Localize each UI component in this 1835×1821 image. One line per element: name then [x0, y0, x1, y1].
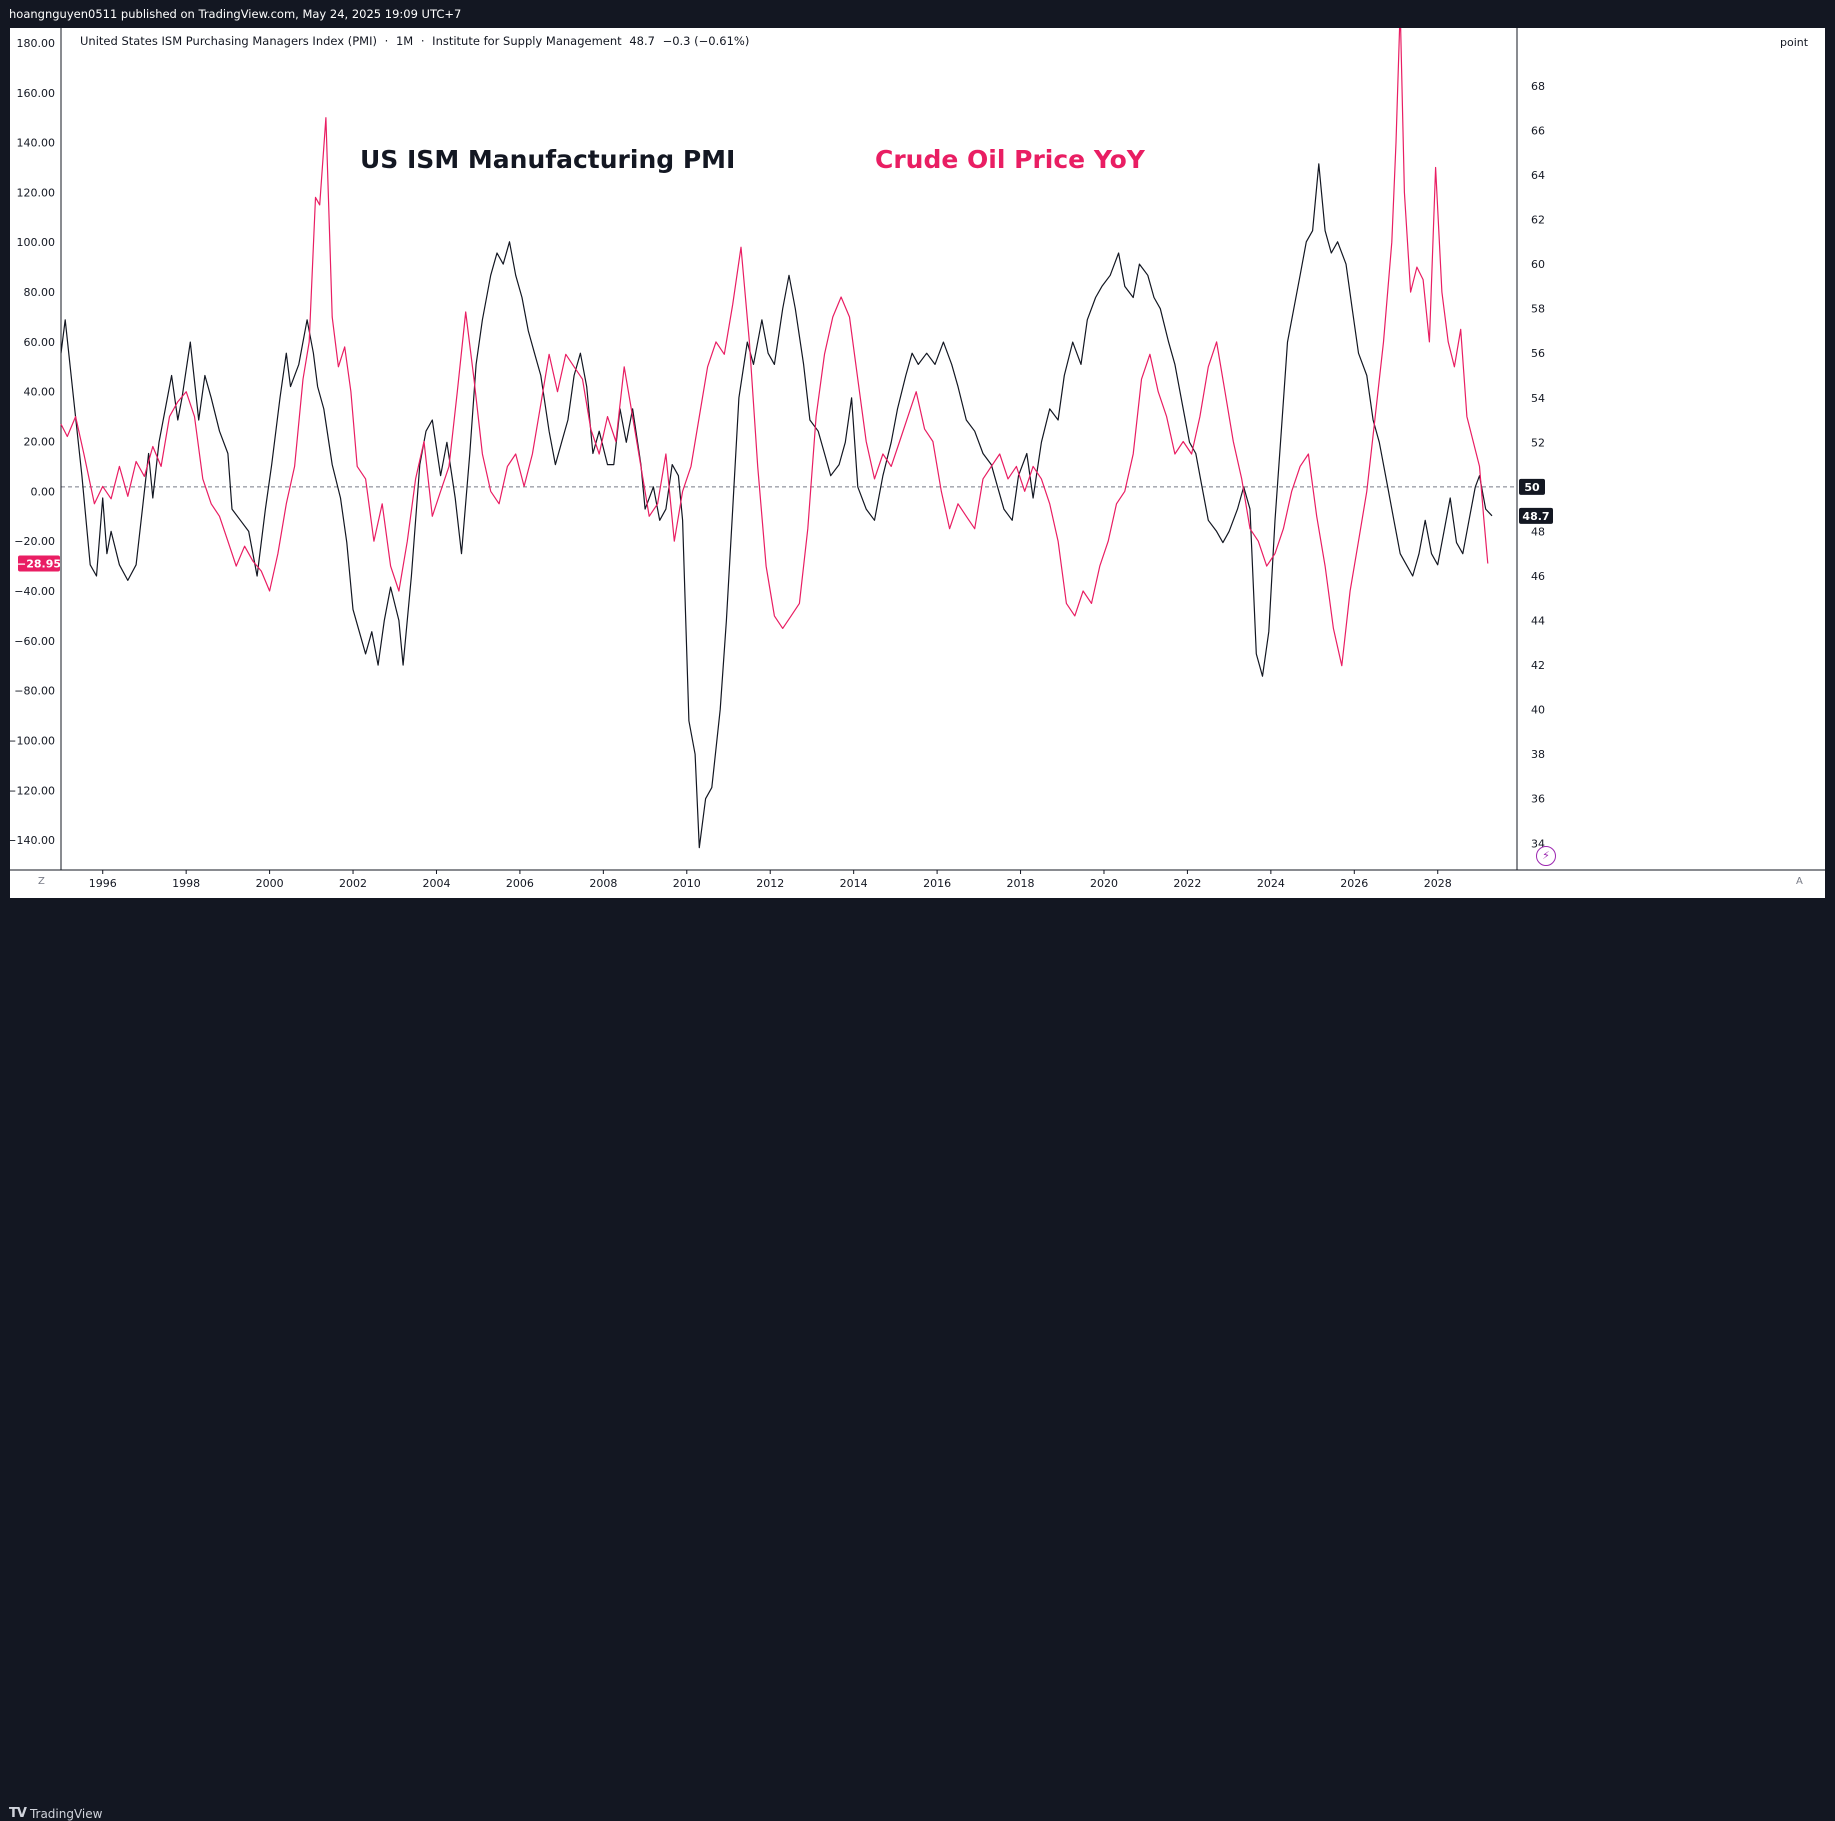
right-tick-label: 54 — [1531, 392, 1545, 405]
left-tick-label: −80.00 — [14, 685, 55, 698]
pmi-last-value-badge: 48.7 — [1519, 507, 1553, 524]
left-tick-label: 100.00 — [17, 236, 56, 249]
oil-last-value-badge-text: −28.95 — [17, 557, 61, 570]
oil-last-value-badge: −28.95 — [17, 555, 61, 572]
left-tick-label: 180.00 — [17, 37, 56, 50]
right-tick-label: 66 — [1531, 124, 1545, 137]
left-tick-label: 120.00 — [17, 186, 56, 199]
oil-annotation: Crude Oil Price YoY — [875, 145, 1145, 174]
pmi-annotation: US ISM Manufacturing PMI — [360, 145, 736, 174]
time-tick-label: 2020 — [1090, 877, 1118, 890]
time-tick-label: 2016 — [923, 877, 951, 890]
time-tick-label: 2022 — [1173, 877, 1201, 890]
time-tick-label: 2028 — [1424, 877, 1452, 890]
oil-series-line — [60, 28, 1489, 667]
left-tick-label: 20.00 — [24, 436, 56, 449]
right-tick-label: 44 — [1531, 615, 1545, 628]
time-tick-label: 1998 — [172, 877, 200, 890]
time-tick-label: 2012 — [756, 877, 784, 890]
right-axis-unit[interactable]: point — [1780, 36, 1809, 49]
time-tick-label: 2000 — [256, 877, 284, 890]
left-tick-label: 160.00 — [17, 87, 56, 100]
right-tick-label: 68 — [1531, 80, 1545, 93]
right-tick-label: 60 — [1531, 258, 1545, 271]
right-tick-label: 48 — [1531, 525, 1545, 538]
time-tick-label: 2002 — [339, 877, 367, 890]
tradingview-logo[interactable]: TV TradingView — [9, 1806, 102, 1821]
time-tick-label: 2018 — [1007, 877, 1035, 890]
series-layer — [60, 28, 1493, 849]
left-tick-label: −100.00 — [10, 734, 55, 747]
lightning-icon[interactable]: ⚡ — [1536, 846, 1556, 866]
label-layer: 50 48.7 −28.95 — [17, 478, 1553, 572]
time-tick-label: 1996 — [89, 877, 117, 890]
reference-value-badge: 50 — [1519, 478, 1545, 495]
time-tick-label: 2004 — [422, 877, 450, 890]
publisher-text: hoangnguyen0511 published on TradingView… — [9, 7, 462, 21]
series-legend[interactable]: United States ISM Purchasing Managers In… — [80, 34, 750, 48]
zoom-button[interactable]: Z — [38, 876, 45, 887]
header-bar: hoangnguyen0511 published on TradingView… — [0, 0, 1835, 28]
right-tick-label: 36 — [1531, 793, 1545, 806]
legend-change: −0.3 (−0.61%) — [662, 34, 750, 48]
chart-panel[interactable]: 180.00 160.00 140.00 120.00 100.00 80.00 60.00… — [10, 28, 1825, 898]
left-tick-label: −20.00 — [14, 535, 55, 548]
left-tick-label: −140.00 — [10, 834, 55, 847]
time-tick-label: 2008 — [589, 877, 617, 890]
chart-canvas[interactable]: 180.00 160.00 140.00 120.00 100.00 80.00 60.00… — [10, 28, 1825, 898]
right-tick-label: 58 — [1531, 303, 1545, 316]
left-tick-label: 140.00 — [17, 137, 56, 150]
right-tick-label: 52 — [1531, 436, 1545, 449]
legend-value: 48.7 — [629, 34, 655, 48]
left-tick-label: −40.00 — [14, 585, 55, 598]
right-tick-label: 64 — [1531, 169, 1545, 182]
legend-symbol[interactable]: United States ISM Purchasing Managers In… — [80, 34, 377, 48]
left-tick-label: 40.00 — [24, 386, 56, 399]
legend-source: Institute for Supply Management — [432, 34, 622, 48]
right-tick-label: 62 — [1531, 214, 1545, 227]
tradingview-logo-icon: TV — [9, 1806, 27, 1821]
pmi-series-line — [60, 163, 1493, 849]
left-tick-label: −120.00 — [10, 784, 55, 797]
left-tick-label: 80.00 — [24, 286, 56, 299]
legend-interval: 1M — [395, 34, 414, 48]
footer-bar: TV TradingView — [0, 898, 1835, 1821]
time-tick-label: 2010 — [673, 877, 701, 890]
left-tick-label: 0.00 — [31, 485, 56, 498]
right-tick-label: 46 — [1531, 570, 1545, 583]
reference-value-badge-bg — [1519, 478, 1545, 495]
left-tick-label: −60.00 — [14, 635, 55, 648]
time-tick-label: 2024 — [1257, 877, 1285, 890]
time-tick-label: 2026 — [1340, 877, 1368, 890]
axis-layer: 180.00 160.00 140.00 120.00 100.00 80.00 60.00… — [10, 28, 1825, 890]
tradingview-logo-text: TradingView — [29, 1806, 103, 1821]
right-tick-label: 42 — [1531, 659, 1545, 672]
time-tick-label: 2006 — [506, 877, 534, 890]
time-tick-label: 2014 — [840, 877, 868, 890]
plot-area — [61, 28, 1517, 870]
auto-scale-button[interactable]: A — [1796, 876, 1803, 887]
right-tick-label: 56 — [1531, 347, 1545, 360]
reference-value-badge-text: 50 — [1524, 481, 1540, 494]
oil-last-value-badge-bg — [18, 555, 60, 572]
right-tick-label: 40 — [1531, 704, 1545, 717]
pmi-last-value-badge-bg — [1519, 507, 1553, 524]
right-tick-label: 38 — [1531, 748, 1545, 761]
left-tick-label: 60.00 — [24, 336, 56, 349]
pmi-last-value-badge-text: 48.7 — [1522, 510, 1549, 523]
grid-layer — [61, 28, 1517, 870]
